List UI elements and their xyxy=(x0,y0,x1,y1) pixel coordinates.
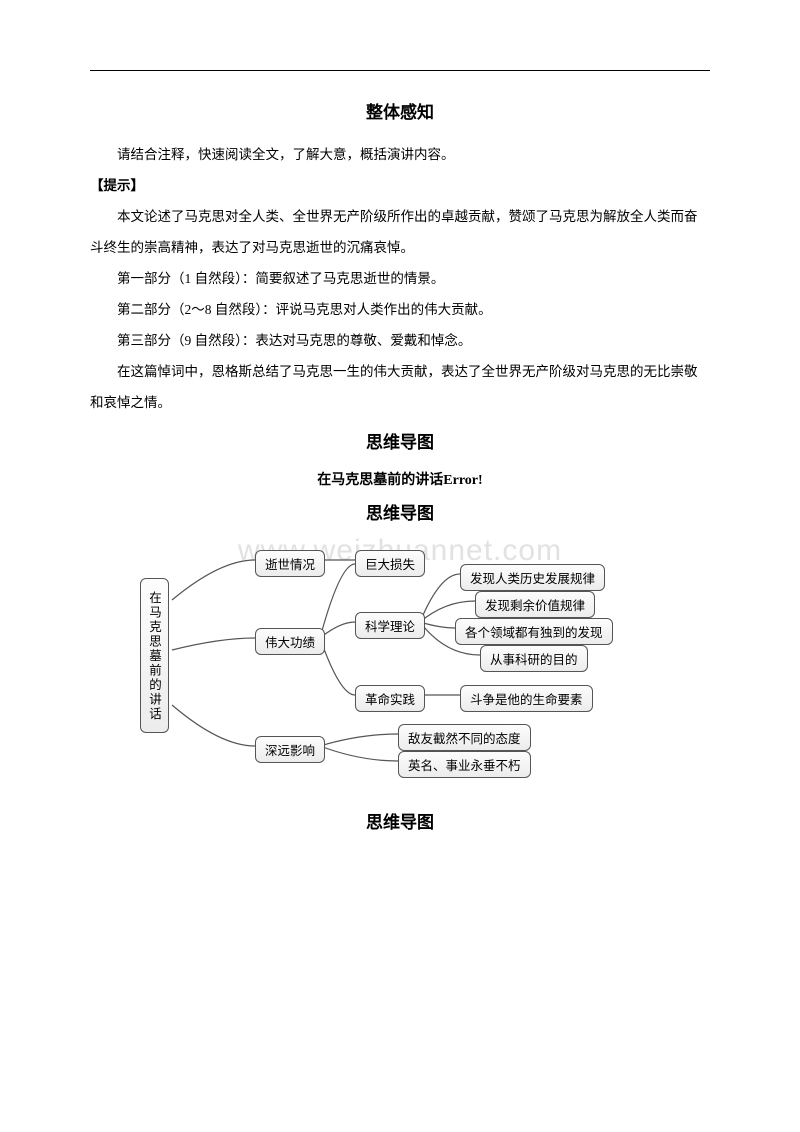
hint-body: 本文论述了马克思对全人类、全世界无产阶级所作出的卓越贡献，赞颂了马克思为解放全人… xyxy=(90,201,710,263)
part-2: 第二部分（2～8 自然段）：评说马克思对人类作出的伟大贡献。 xyxy=(90,294,710,325)
mindmap-title-3: 思维导图 xyxy=(90,808,710,833)
part-1: 第一部分（1 自然段）：简要叙述了马克思逝世的情景。 xyxy=(90,263,710,294)
conclusion-paragraph: 在这篇悼词中，恩格斯总结了马克思一生的伟大贡献，表达了全世界无产阶级对马克思的无… xyxy=(90,356,710,418)
mindmap-diagram: www.weizhuannet.com 在马克思墓前的讲话 逝世情况 伟大功绩 … xyxy=(140,540,660,790)
mindmap-title-2: 思维导图 xyxy=(90,499,710,524)
node-l3-1: 发现剩余价值规律 xyxy=(475,591,595,618)
mindmap-subtitle: 在马克思墓前的讲话Error! xyxy=(90,469,710,489)
node-l3-3: 从事科研的目的 xyxy=(480,645,588,672)
node-l3-0: 发现人类历史发展规律 xyxy=(460,564,605,591)
node-l3-4: 斗争是他的生命要素 xyxy=(460,685,593,712)
section-title-overall: 整体感知 xyxy=(90,98,710,123)
node-l2-0: 巨大损失 xyxy=(355,550,425,577)
node-l2-3: 敌友截然不同的态度 xyxy=(398,724,531,751)
node-l2-2: 革命实践 xyxy=(355,685,425,712)
node-l1-2: 深远影响 xyxy=(255,736,325,763)
node-l2-4: 英名、事业永垂不朽 xyxy=(398,751,531,778)
page-top-rule xyxy=(90,70,710,71)
node-l1-0: 逝世情况 xyxy=(255,550,325,577)
node-root: 在马克思墓前的讲话 xyxy=(140,578,169,733)
intro-paragraph: 请结合注释，快速阅读全文，了解大意，概括演讲内容。 xyxy=(90,139,710,170)
node-l2-1: 科学理论 xyxy=(355,612,425,639)
hint-label: 【提示】 xyxy=(90,170,710,201)
mindmap-title-1: 思维导图 xyxy=(90,428,710,453)
node-l3-2: 各个领域都有独到的发现 xyxy=(455,618,613,645)
part-3: 第三部分（9 自然段）：表达对马克思的尊敬、爱戴和悼念。 xyxy=(90,325,710,356)
node-l1-1: 伟大功绩 xyxy=(255,628,325,655)
